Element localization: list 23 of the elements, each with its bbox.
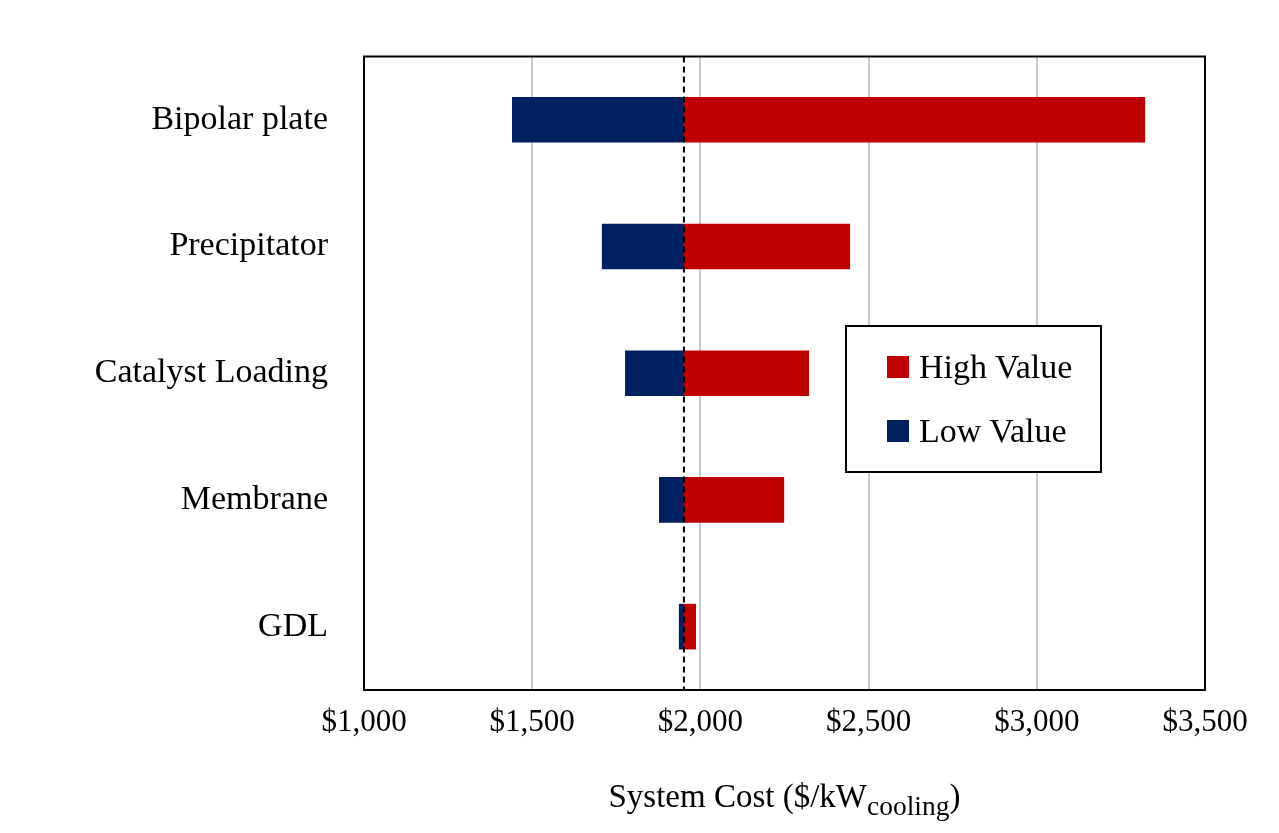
y-tick-label: GDL <box>258 605 328 643</box>
bar <box>601 223 684 270</box>
x-tick-label: $3,000 <box>994 702 1080 738</box>
legend-label: Low Value <box>919 412 1067 450</box>
x-tick-label: $1,000 <box>321 702 407 738</box>
x-tick-label: $2,500 <box>825 702 912 738</box>
bar <box>683 477 785 523</box>
bar <box>683 96 1146 143</box>
y-tick-label: Catalyst Loading <box>94 352 328 390</box>
y-tick-label: Membrane <box>180 478 328 516</box>
legend-label: High Value <box>919 348 1073 386</box>
x-tick-label: $2,000 <box>657 702 744 738</box>
x-axis-title: System Cost ($/kW$_{cooling}$) <box>607 778 962 822</box>
x-tick-label: $3,500 <box>1162 702 1248 738</box>
bar <box>683 603 697 650</box>
bar <box>659 477 684 523</box>
bar <box>683 350 810 397</box>
bar <box>512 96 684 143</box>
y-tick-label: Bipolar plate <box>151 98 328 136</box>
bar <box>683 223 851 270</box>
x-tick-label: $1,500 <box>489 702 575 738</box>
bar <box>625 350 684 397</box>
y-tick-label: Precipitator <box>169 225 329 263</box>
